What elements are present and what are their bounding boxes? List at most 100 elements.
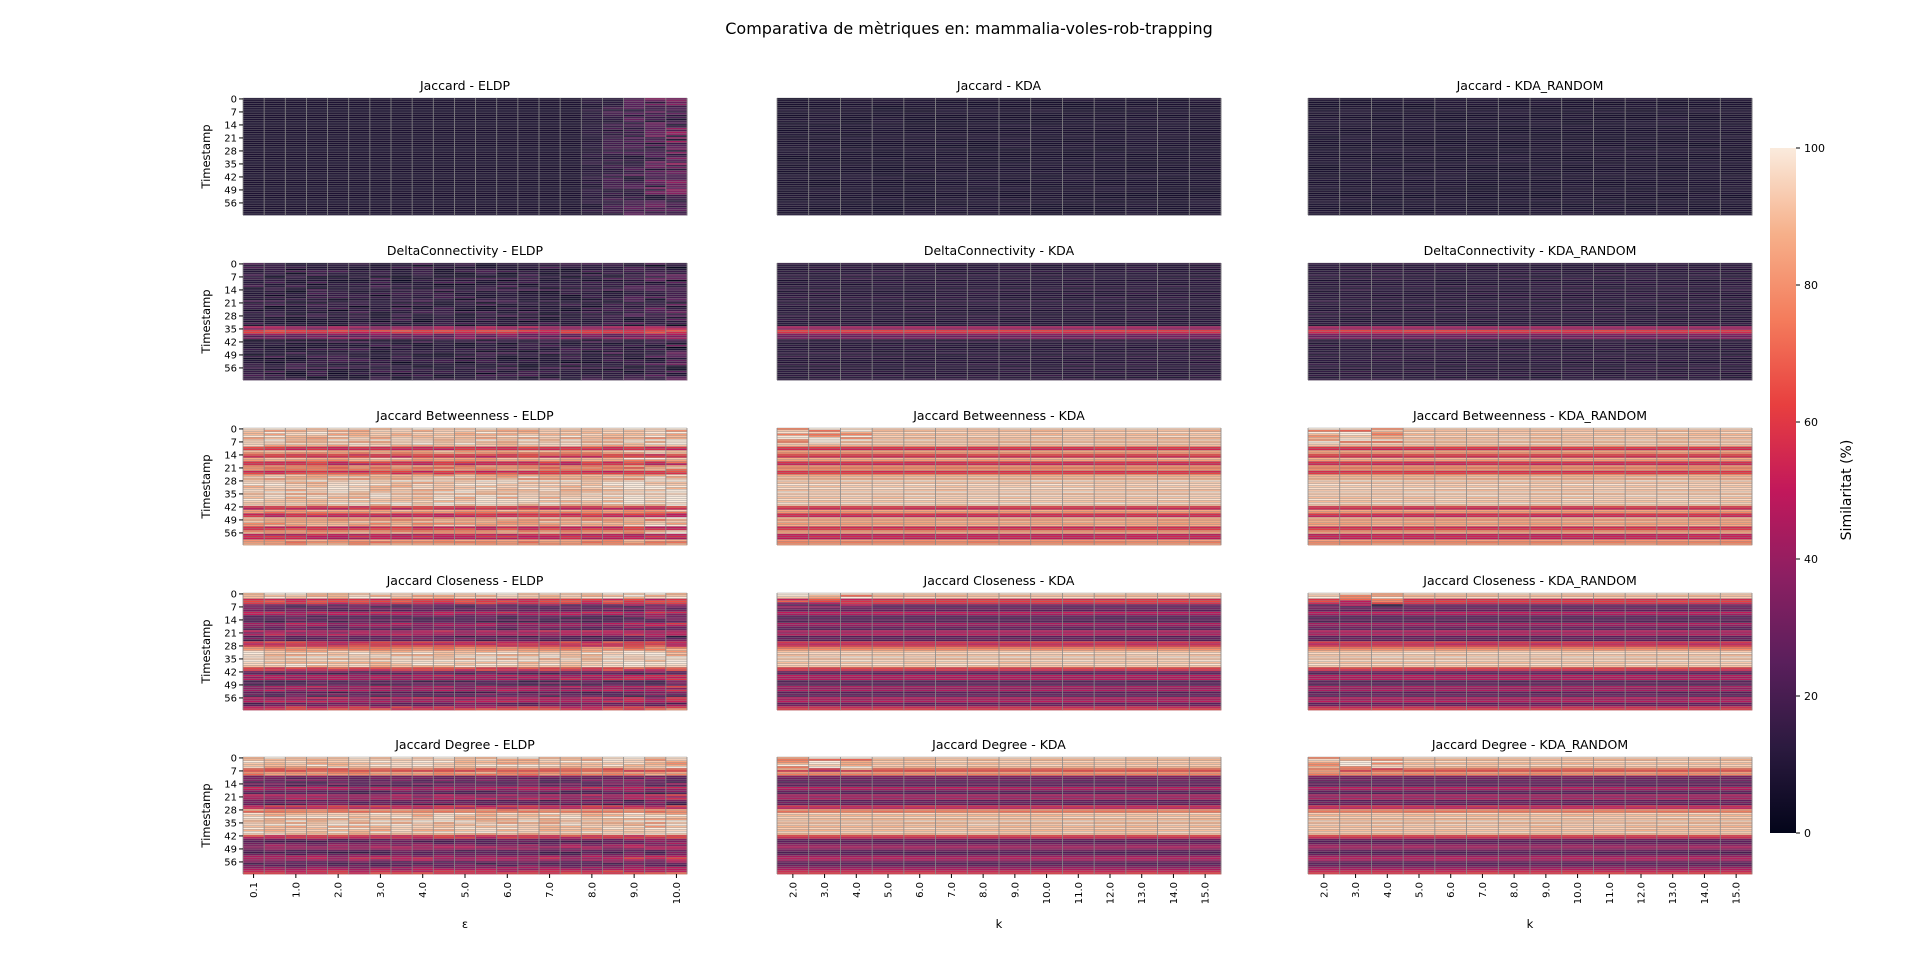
heatmap-cell — [369, 198, 392, 201]
heatmap-cell — [1466, 211, 1499, 214]
heatmap-cell — [327, 179, 350, 182]
heatmap-cell — [903, 168, 936, 171]
heatmap-cell — [1094, 125, 1127, 129]
heatmap-cell — [243, 303, 265, 307]
heatmap-cell — [391, 107, 413, 110]
heatmap-cell — [285, 354, 307, 357]
heatmap-cell — [454, 270, 476, 273]
heatmap-cell — [412, 322, 434, 325]
heatmap-cell — [1688, 157, 1721, 160]
heatmap-cell — [1339, 124, 1372, 127]
heatmap-cell — [412, 292, 434, 295]
heatmap-cell — [1125, 172, 1158, 175]
heatmap-cell — [306, 135, 328, 138]
heatmap-cell — [369, 303, 392, 307]
heatmap-cell — [602, 311, 624, 314]
heatmap-cell — [243, 276, 265, 279]
heatmap-cell — [1189, 202, 1222, 205]
heatmap-cell — [840, 194, 873, 197]
heatmap-cell — [644, 300, 667, 303]
heatmap-cell — [1593, 211, 1626, 214]
heatmap-cell — [1062, 116, 1095, 119]
heatmap-cell — [1656, 111, 1689, 114]
heatmap-cell — [1688, 122, 1721, 125]
heatmap-cell — [243, 122, 265, 125]
heatmap-cell — [560, 200, 582, 203]
heatmap-cell — [454, 181, 476, 184]
heatmap-cell — [264, 101, 286, 104]
heatmap-cell — [285, 131, 307, 134]
heatmap-cell — [581, 189, 603, 192]
heatmap-cell — [496, 150, 519, 153]
heatmap-cell — [264, 296, 286, 299]
heatmap-cell — [665, 303, 688, 307]
heatmap-cell — [285, 157, 307, 160]
heatmap-cell — [644, 298, 667, 301]
heatmap-cell — [581, 354, 603, 357]
heatmap-cell — [665, 166, 688, 169]
heatmap-cell — [1125, 137, 1158, 140]
heatmap-cell — [243, 161, 265, 164]
heatmap-cell — [327, 129, 350, 132]
heatmap-cell — [1530, 125, 1563, 129]
heatmap-cell — [1157, 137, 1190, 140]
heatmap-cell — [1030, 174, 1063, 177]
heatmap-cell — [560, 187, 582, 190]
heatmap-cell — [999, 146, 1032, 149]
heatmap-cell — [433, 185, 455, 188]
heatmap-cell — [475, 352, 498, 355]
heatmap-cell — [665, 172, 688, 175]
heatmap-cell — [433, 135, 455, 138]
heatmap-cell — [1403, 133, 1436, 136]
heatmap-cell — [412, 300, 434, 303]
heatmap-cell — [496, 207, 519, 210]
heatmap-cell — [433, 137, 455, 140]
heatmap-cell — [285, 114, 307, 117]
heatmap-cell — [243, 209, 265, 212]
heatmap-cell — [872, 101, 905, 104]
heatmap-cell — [475, 107, 498, 110]
heatmap-cell — [581, 181, 603, 184]
heatmap-cell — [517, 264, 540, 268]
heatmap-cell — [581, 157, 603, 160]
heatmap-cell — [348, 112, 371, 116]
heatmap-cell — [454, 277, 476, 281]
heatmap-cell — [581, 209, 603, 212]
heatmap-cell — [539, 168, 561, 171]
heatmap-cell — [602, 103, 624, 106]
heatmap-cell — [999, 129, 1032, 132]
heatmap-cell — [1593, 207, 1626, 210]
heatmap-cell — [560, 112, 582, 116]
heatmap-cell — [1530, 148, 1563, 151]
heatmap-cell — [602, 151, 624, 155]
heatmap-cell — [348, 163, 371, 166]
heatmap-cell — [1189, 187, 1222, 190]
heatmap-cell — [872, 163, 905, 166]
heatmap-cell — [539, 202, 561, 205]
heatmap-cell — [264, 150, 286, 153]
heatmap-cell — [1593, 122, 1626, 125]
heatmap-cell — [1434, 150, 1467, 153]
heatmap-cell — [369, 298, 392, 301]
heatmap-cell — [517, 207, 540, 210]
heatmap-cell — [1062, 166, 1095, 169]
heatmap-cell — [1561, 200, 1594, 203]
heatmap-cell — [539, 150, 561, 153]
heatmap-cell — [412, 174, 434, 177]
heatmap-cell — [581, 194, 603, 197]
heatmap-cell — [327, 202, 350, 205]
heatmap-cell — [1530, 198, 1563, 201]
heatmap-cell — [581, 111, 603, 114]
heatmap-cell — [264, 153, 286, 156]
heatmap-cell — [581, 287, 603, 290]
heatmap-cell — [602, 150, 624, 153]
heatmap-cell — [539, 339, 561, 342]
heatmap-cell — [1125, 177, 1158, 181]
heatmap-cell — [285, 185, 307, 188]
heatmap-cell — [903, 189, 936, 192]
heatmap-cell — [496, 198, 519, 201]
heatmap-cell — [1125, 127, 1158, 130]
heatmap-cell — [1466, 185, 1499, 188]
heatmap-cell — [1030, 203, 1063, 207]
heatmap-cell — [1094, 98, 1127, 101]
